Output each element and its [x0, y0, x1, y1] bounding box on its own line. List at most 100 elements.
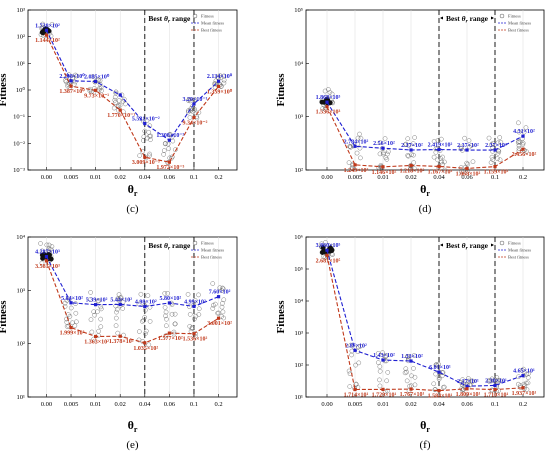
fitness-point [39, 260, 45, 266]
mean-fitness-marker [409, 359, 413, 363]
mean-fitness-marker [44, 255, 49, 259]
fitness-point [410, 141, 416, 146]
x-tick-label: 0.1 [491, 174, 499, 181]
best-range-label-tail: range [468, 14, 489, 23]
fitness-point [458, 169, 464, 175]
fitness-point [353, 381, 359, 387]
fitness-point [357, 145, 363, 151]
x-axis-title: θr [128, 418, 138, 434]
fitness-point [49, 21, 55, 27]
fitness-point [488, 378, 494, 384]
best-fitness-marker [325, 105, 329, 109]
mean-fitness-marker [493, 383, 497, 388]
fitness-point [142, 307, 148, 313]
x-axis-title: θr [420, 418, 430, 434]
fitness-point [72, 79, 78, 85]
x-tick-label: 0.04 [139, 401, 151, 408]
fitness-point [192, 298, 198, 303]
best-fitness-marker [143, 341, 147, 345]
legend-fitness-label: Fitness [201, 14, 214, 19]
fitness-point [67, 313, 73, 319]
best-fitness-marker [94, 334, 98, 339]
best-fitness-label: 1.972×10⁻³ [156, 165, 184, 171]
best-fitness-label: 2.456×10² [512, 152, 537, 158]
mean-fitness-label: 1.43×10² [373, 353, 395, 359]
x-tick-label: 0.00 [41, 174, 52, 181]
fitness-point [137, 329, 142, 334]
fitness-point [196, 306, 202, 312]
mean-fitness-label: 5.44×10² [110, 297, 132, 303]
fitness-point [97, 78, 103, 83]
mean-fitness-marker [94, 303, 98, 307]
y-axis-title: Fitness [275, 300, 287, 334]
fitness-point [403, 366, 409, 372]
fitness-point [163, 333, 169, 338]
best-fitness-label: 9.34×10⁻² [183, 120, 208, 126]
best-fitness-label: 1.068×10² [456, 171, 481, 177]
fitness-point [114, 307, 120, 312]
mean-fitness-label: 1.868×10³ [316, 95, 341, 101]
mean-fitness-marker [44, 28, 49, 32]
best-range-label-tail: range [170, 241, 191, 250]
best-fitness-marker [493, 164, 497, 169]
y-tick-label: 10⁻³ [13, 167, 25, 174]
y-tick-label: 10² [17, 341, 26, 348]
best-fitness-label: 1.144×10² [35, 38, 60, 44]
fitness-point [356, 360, 362, 366]
fitness-point [347, 384, 353, 389]
plot-frame [305, 236, 545, 398]
legend-mean-label: Mean fitness [201, 248, 224, 253]
y-tick-label: 10² [295, 362, 304, 369]
fitness-point [495, 156, 500, 161]
fitness-point [221, 77, 227, 83]
fitness-point [142, 331, 148, 337]
best-fitness-marker [44, 259, 49, 263]
legend-best-label: Best fitness [508, 28, 529, 33]
fitness-point [90, 74, 96, 79]
fitness-point [164, 316, 169, 322]
best-fitness-marker [44, 33, 49, 37]
fitness-point [91, 309, 97, 315]
fitness-point [44, 242, 50, 248]
best-range-label-bg [145, 240, 194, 250]
best-fitness-label: 1.218×10² [400, 168, 425, 174]
best-fitness-label: 1.146×10² [372, 170, 397, 176]
best-range-label-bg [443, 13, 491, 23]
mean-fitness-label: 6.01×10¹ [429, 365, 451, 371]
fitness-point [442, 159, 447, 165]
fitness-point [46, 242, 52, 248]
fitness-point [70, 75, 76, 80]
best-fitness-label: 1.359×10⁰ [207, 88, 233, 95]
best-fitness-marker [118, 334, 122, 338]
fitness-point [73, 72, 78, 78]
fitness-point [74, 319, 79, 325]
fitness-point [142, 315, 147, 320]
fitness-point [470, 159, 476, 165]
fitness-point [196, 292, 201, 298]
x-axis-title: θr [420, 182, 430, 198]
fitness-point [459, 382, 465, 388]
mean-fitness-label: 4.99×10² [184, 299, 206, 305]
best-range-label: Best θr range [148, 14, 191, 25]
fitness-point [219, 314, 224, 319]
x-tick-label: 0.01 [90, 174, 101, 181]
y-axis-title: Fitness [275, 73, 287, 107]
fitness-point [458, 146, 464, 152]
fitness-point [73, 310, 79, 316]
x-tick-label: 0.02 [405, 401, 416, 408]
fitness-point [72, 323, 78, 329]
best-fitness-marker [353, 387, 357, 392]
x-tick-label: 0.01 [377, 174, 388, 181]
fitness-point [405, 354, 411, 360]
x-tick-label: 0.06 [461, 174, 473, 181]
fitness-point [320, 106, 326, 111]
y-tick-label: 10⁰ [16, 86, 26, 94]
fitness-point [161, 148, 167, 153]
fitness-point [165, 290, 170, 296]
fitness-point [486, 379, 492, 384]
fitness-point [489, 142, 494, 147]
best-fitness-marker [381, 165, 385, 169]
fitness-point [98, 306, 104, 312]
fitness-point [520, 142, 526, 147]
fitness-point [438, 136, 444, 142]
